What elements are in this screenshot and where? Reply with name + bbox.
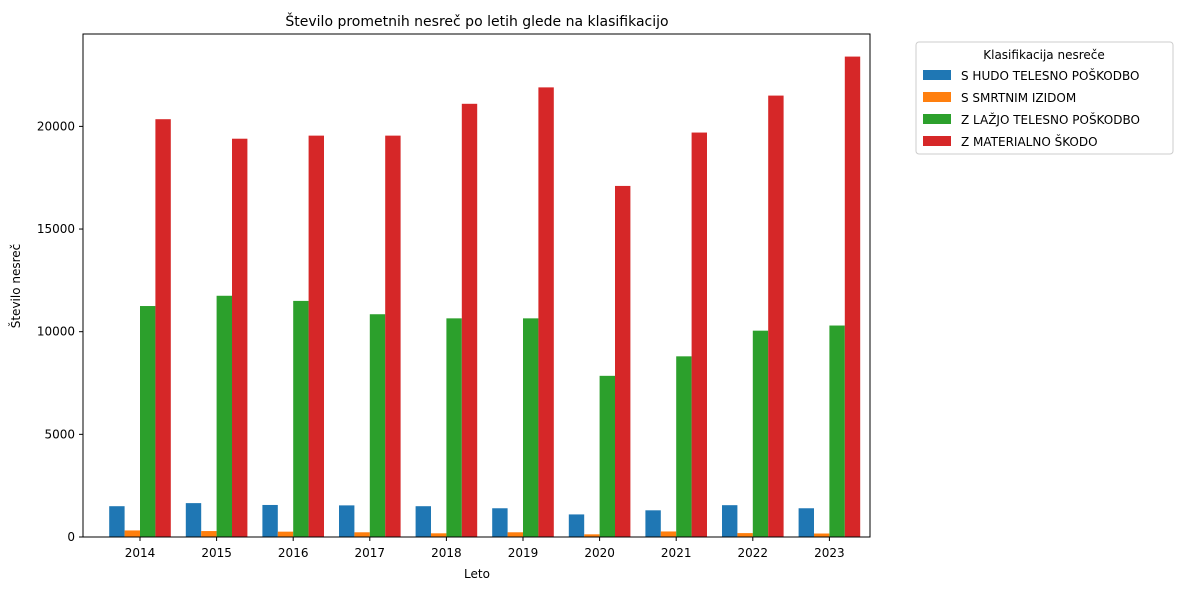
bar-2017-series-1 bbox=[354, 532, 370, 537]
bar-2014-series-3 bbox=[155, 119, 171, 537]
bar-2014-series-0 bbox=[109, 506, 125, 537]
bar-2019-series-1 bbox=[507, 532, 523, 537]
bar-2023-series-0 bbox=[798, 508, 814, 537]
legend-entry-label: Z MATERIALNO ŠKODO bbox=[961, 134, 1098, 149]
bar-2020-series-3 bbox=[615, 185, 631, 537]
bar-2020-series-2 bbox=[599, 375, 615, 537]
y-tick-label: 20000 bbox=[37, 119, 75, 133]
bar-2015-series-0 bbox=[185, 503, 202, 537]
x-tick-label: 2023 bbox=[814, 546, 845, 560]
legend-title: Klasifikacija nesreče bbox=[983, 48, 1105, 62]
legend-swatch bbox=[923, 92, 951, 102]
x-tick-label: 2014 bbox=[125, 546, 156, 560]
bar-2018-series-1 bbox=[431, 533, 447, 537]
bar-2022-series-2 bbox=[752, 330, 769, 537]
bar-2016-series-2 bbox=[293, 300, 309, 537]
bar-2022-series-1 bbox=[737, 533, 753, 537]
x-tick-label: 2016 bbox=[278, 546, 309, 560]
bar-2020-series-0 bbox=[568, 514, 585, 537]
x-tick-label: 2021 bbox=[661, 546, 692, 560]
bars-layer bbox=[109, 56, 861, 538]
bar-2016-series-3 bbox=[308, 135, 324, 537]
bar-2016-series-1 bbox=[277, 531, 294, 537]
y-tick-label: 15000 bbox=[37, 222, 75, 236]
bar-2014-series-1 bbox=[124, 530, 140, 537]
chart-title: Število prometnih nesreč po letih glede … bbox=[285, 12, 668, 30]
x-tick-label: 2017 bbox=[355, 546, 386, 560]
legend-frame bbox=[915, 41, 1174, 155]
bar-2015-series-3 bbox=[232, 138, 248, 537]
bar-2014-series-2 bbox=[140, 306, 156, 537]
legend: Klasifikacija nesreče S HUDO TELESNO POŠ… bbox=[915, 41, 1174, 155]
bar-2022-series-0 bbox=[722, 505, 738, 537]
legend-entry-label: S HUDO TELESNO POŠKODBO bbox=[961, 68, 1139, 83]
y-tick-label: 0 bbox=[67, 530, 75, 544]
x-axis-label: Leto bbox=[464, 567, 490, 581]
legend-swatch bbox=[923, 70, 951, 80]
bar-2015-series-2 bbox=[216, 295, 232, 537]
bar-2017-series-2 bbox=[369, 314, 386, 537]
bar-2021-series-1 bbox=[660, 531, 677, 537]
bar-2018-series-3 bbox=[461, 103, 478, 538]
x-tick-label: 2020 bbox=[584, 546, 615, 560]
x-tick-label: 2022 bbox=[738, 546, 769, 560]
bar-2019-series-0 bbox=[492, 508, 508, 537]
bar-2016-series-0 bbox=[262, 504, 278, 537]
plot-area-frame bbox=[82, 33, 871, 538]
bar-2023-series-3 bbox=[844, 56, 861, 537]
bar-2019-series-3 bbox=[538, 87, 554, 537]
x-tick-label: 2015 bbox=[201, 546, 232, 560]
x-tick-label: 2019 bbox=[508, 546, 539, 560]
bar-2019-series-2 bbox=[523, 318, 539, 537]
legend-entry-label: Z LAŽJO TELESNO POŠKODBO bbox=[961, 112, 1140, 127]
bar-2018-series-0 bbox=[415, 506, 431, 537]
legend-swatch bbox=[923, 136, 951, 146]
x-axis: 2014 2015 2016 2017 2018 2019 2020 2021 2022 2023 bbox=[125, 537, 845, 560]
bar-2017-series-3 bbox=[385, 135, 401, 537]
bar-2021-series-2 bbox=[676, 356, 692, 537]
bar-2015-series-1 bbox=[201, 531, 217, 537]
y-tick-label: 5000 bbox=[44, 427, 75, 441]
bar-2021-series-3 bbox=[691, 132, 707, 538]
bar-2017-series-0 bbox=[339, 505, 355, 537]
legend-swatch bbox=[923, 114, 951, 124]
bar-2020-series-1 bbox=[584, 534, 600, 537]
x-tick-label: 2018 bbox=[431, 546, 462, 560]
legend-items: S HUDO TELESNO POŠKODBO S SMRTNIM IZIDOM Z… bbox=[923, 68, 1140, 149]
bar-2023-series-2 bbox=[829, 325, 845, 537]
bar-2021-series-0 bbox=[645, 510, 661, 537]
legend-entry-label: S SMRTNIM IZIDOM bbox=[961, 91, 1076, 105]
bar-2022-series-3 bbox=[768, 95, 784, 537]
bar-2018-series-2 bbox=[446, 318, 462, 537]
bar-2023-series-1 bbox=[814, 533, 830, 537]
y-axis-label: Število nesreč bbox=[8, 244, 23, 329]
y-axis: 0 5000 10000 15000 20000 bbox=[37, 119, 83, 544]
y-tick-label: 10000 bbox=[37, 325, 75, 339]
